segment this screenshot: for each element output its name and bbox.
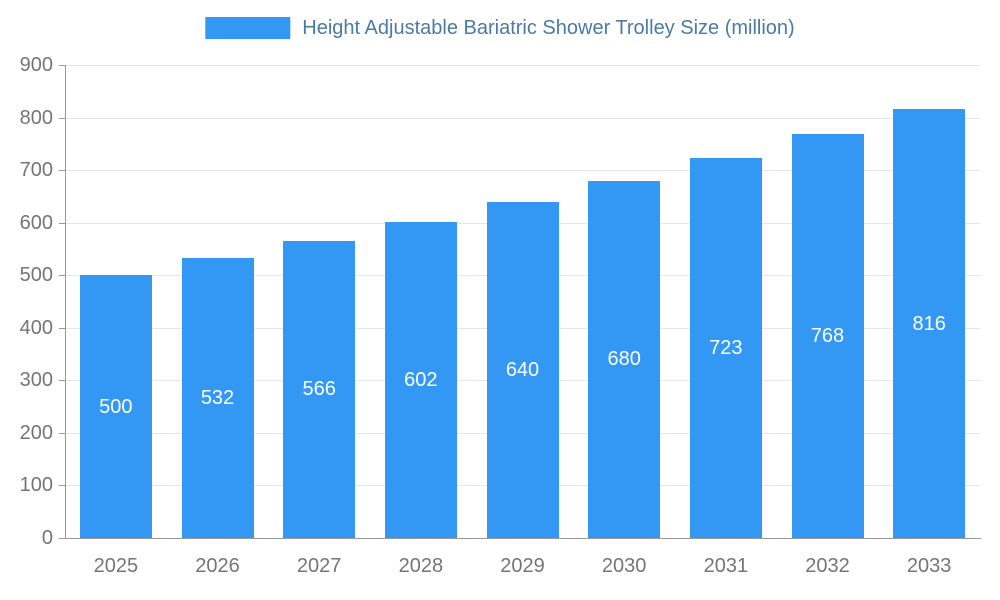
- bar-value-label: 768: [810, 325, 845, 348]
- bar-value-label: 532: [200, 387, 235, 410]
- bar: [384, 221, 457, 538]
- y-axis-tick: [59, 327, 65, 329]
- gridline: [65, 65, 980, 66]
- y-axis-tick-label: 900: [19, 54, 53, 76]
- bar-value-label: 723: [709, 337, 743, 359]
- legend-title: Height Adjustable Bariatric Shower Troll…: [302, 17, 795, 39]
- bar-value-label: 640: [505, 358, 540, 381]
- x-axis-line: [65, 538, 981, 539]
- y-axis-tick-label: 200: [19, 421, 53, 444]
- bar: [283, 240, 356, 538]
- bar: [588, 180, 661, 538]
- bar: [893, 109, 966, 538]
- y-axis-tick: [59, 380, 65, 382]
- y-axis-tick-label: 300: [19, 369, 53, 392]
- x-axis-tick-label: 2027: [296, 555, 342, 577]
- bar-value-label: 680: [607, 348, 641, 371]
- x-axis-tick-label: 2028: [398, 555, 444, 577]
- bar-value-label: 602: [404, 368, 438, 391]
- bar-value-label: 816: [912, 312, 946, 335]
- y-axis-tick-label: 100: [19, 474, 53, 497]
- y-axis-tick-label: 500: [19, 264, 53, 287]
- legend-swatch: [205, 17, 291, 39]
- bar: [181, 258, 254, 538]
- y-axis-tick: [59, 485, 65, 487]
- x-axis-tick-label: 2032: [805, 555, 850, 577]
- x-axis-tick-label: 2030: [601, 555, 647, 577]
- y-axis-tick-label: 800: [19, 106, 53, 129]
- y-axis-tick: [59, 538, 65, 539]
- y-axis-tick-label: 0: [41, 527, 53, 549]
- y-axis-tick: [59, 117, 65, 119]
- x-axis-tick-label: 2025: [93, 555, 139, 577]
- gridline: [65, 117, 980, 119]
- y-axis-tick-label: 600: [19, 211, 53, 234]
- y-axis-tick: [59, 432, 65, 434]
- y-axis-tick: [59, 170, 65, 172]
- y-axis-tick-label: 400: [19, 316, 53, 339]
- bar: [79, 275, 152, 538]
- y-axis-line: [65, 65, 66, 538]
- x-axis-tick-label: 2026: [195, 555, 240, 577]
- bar-value-label: 566: [302, 378, 336, 401]
- gridline: [65, 170, 980, 172]
- legend[interactable]: Height Adjustable Bariatric Shower Troll…: [205, 17, 795, 39]
- bar: [486, 201, 559, 538]
- y-axis-tick: [59, 222, 65, 224]
- y-axis-tick: [59, 275, 65, 277]
- bar: [791, 134, 864, 538]
- bar-value-label: 500: [99, 395, 133, 418]
- bar: [689, 158, 762, 538]
- y-axis-tick-label: 700: [19, 159, 53, 182]
- y-axis-tick: [59, 65, 65, 66]
- x-axis-tick-label: 2029: [500, 555, 545, 577]
- x-axis-tick-label: 2033: [906, 555, 952, 577]
- x-axis-tick-label: 2031: [703, 555, 749, 577]
